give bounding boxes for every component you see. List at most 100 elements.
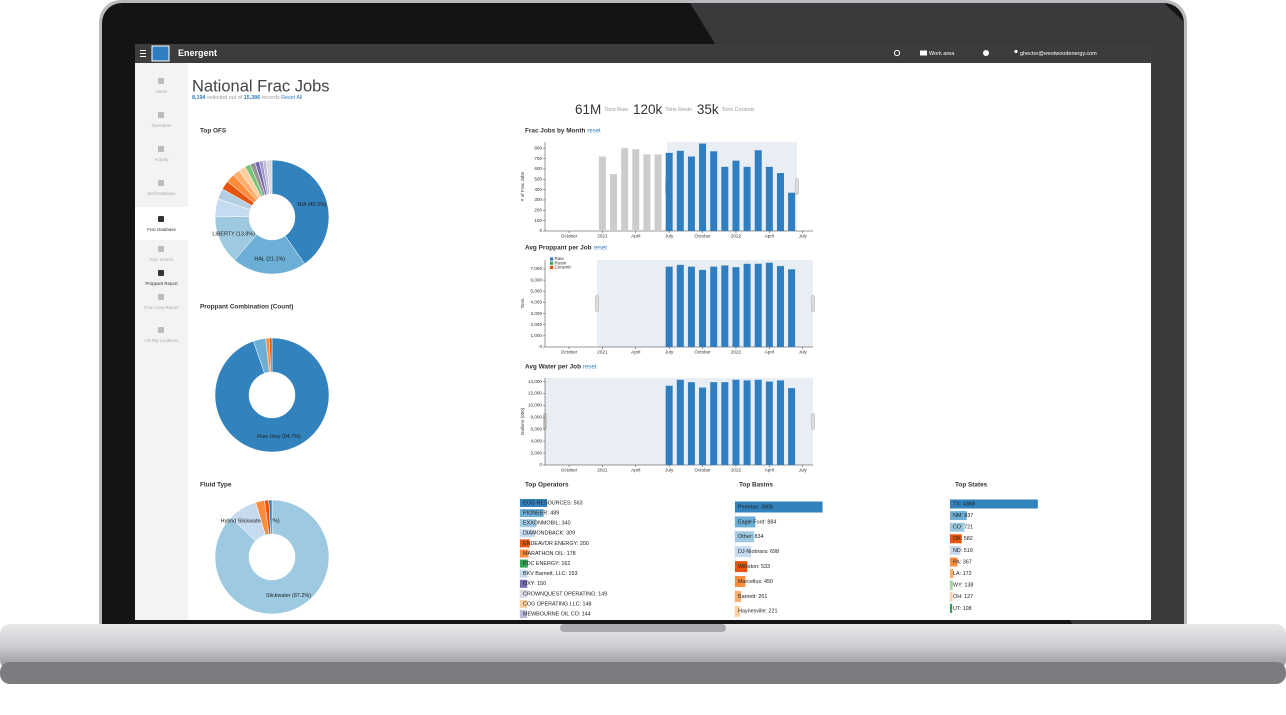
bar[interactable]: [632, 149, 640, 231]
bar[interactable]: [735, 605, 741, 617]
bar[interactable]: [743, 166, 751, 231]
brand[interactable]: Energent: [178, 48, 217, 58]
reset-all[interactable]: Reset All: [281, 95, 302, 101]
bar[interactable]: [950, 511, 967, 521]
bar[interactable]: [788, 192, 796, 231]
menu-icon[interactable]: [140, 50, 146, 57]
bar[interactable]: [676, 150, 684, 231]
nav-item[interactable]: US Rig Locations: [145, 338, 180, 343]
user-menu[interactable]: ghector@westwoodenergy.com: [1020, 51, 1097, 57]
bar[interactable]: [765, 262, 773, 347]
nav-item[interactable]: Operators: [152, 123, 172, 128]
brush-handle[interactable]: [795, 178, 799, 195]
bar[interactable]: [735, 546, 752, 558]
bar[interactable]: [687, 266, 695, 347]
bar[interactable]: [520, 499, 548, 507]
bar[interactable]: [520, 589, 528, 598]
bar[interactable]: [520, 559, 528, 568]
pie-slice[interactable]: [234, 233, 305, 275]
bar[interactable]: [520, 509, 544, 518]
bar[interactable]: [735, 576, 746, 587]
bar[interactable]: [776, 380, 784, 465]
bar[interactable]: [710, 151, 718, 231]
bar[interactable]: [735, 561, 748, 573]
bar[interactable]: [950, 522, 965, 532]
bar[interactable]: [665, 152, 673, 231]
bar[interactable]: [687, 156, 695, 231]
bar[interactable]: [950, 534, 962, 544]
bar[interactable]: [520, 579, 528, 588]
nav-item[interactable]: Frac Search: [150, 257, 174, 262]
bar[interactable]: [732, 379, 740, 465]
reset-link[interactable]: reset: [594, 246, 608, 252]
bar[interactable]: [687, 382, 695, 465]
bar[interactable]: [735, 516, 756, 528]
bar[interactable]: [676, 379, 684, 465]
bar[interactable]: [735, 501, 823, 513]
bar[interactable]: [732, 267, 740, 347]
bar[interactable]: [950, 603, 953, 613]
work-area[interactable]: Work area: [929, 51, 955, 57]
help-icon[interactable]: [983, 50, 989, 56]
pie-slice[interactable]: [214, 499, 330, 615]
bar[interactable]: [598, 156, 606, 231]
bar[interactable]: [950, 545, 961, 555]
bar[interactable]: [743, 380, 751, 465]
bar[interactable]: [710, 266, 718, 347]
bar[interactable]: [676, 265, 684, 347]
nav-item[interactable]: Frac Crew Report: [144, 305, 179, 310]
reset-link[interactable]: reset: [587, 129, 601, 135]
bar[interactable]: [520, 549, 529, 558]
bar[interactable]: [754, 263, 762, 347]
bar[interactable]: [950, 580, 953, 590]
brush-handle[interactable]: [595, 295, 599, 312]
nav-item[interactable]: Home: [156, 89, 168, 94]
bar[interactable]: [699, 387, 707, 465]
bar[interactable]: [520, 610, 527, 619]
bar[interactable]: [754, 150, 762, 231]
reset-link[interactable]: reset: [583, 365, 597, 371]
bar[interactable]: [610, 174, 618, 231]
logo[interactable]: [151, 45, 170, 62]
brush-handle[interactable]: [811, 413, 815, 430]
bar[interactable]: [743, 263, 751, 347]
bar[interactable]: [654, 154, 662, 231]
bar[interactable]: [520, 519, 537, 528]
bar[interactable]: [788, 269, 796, 347]
bar[interactable]: [710, 382, 718, 465]
bar[interactable]: [721, 265, 729, 347]
pie-slice[interactable]: [271, 159, 330, 265]
bar[interactable]: [520, 529, 535, 538]
pie-slice[interactable]: [268, 499, 273, 535]
bar[interactable]: [765, 381, 773, 465]
bar[interactable]: [765, 166, 773, 231]
bar[interactable]: [665, 266, 673, 347]
pie-slice[interactable]: [266, 159, 273, 195]
bar[interactable]: [776, 266, 784, 347]
bar[interactable]: [732, 160, 740, 231]
bar[interactable]: [520, 539, 530, 548]
bar[interactable]: [721, 382, 729, 465]
bar[interactable]: [699, 270, 707, 347]
bar[interactable]: [643, 154, 651, 231]
bar[interactable]: [520, 600, 528, 608]
bar[interactable]: [788, 388, 796, 465]
bar[interactable]: [754, 379, 762, 465]
bar[interactable]: [950, 557, 958, 567]
bar[interactable]: [735, 531, 755, 543]
bar[interactable]: [950, 499, 1038, 509]
bar[interactable]: [735, 590, 742, 602]
pie-slice[interactable]: [268, 337, 273, 373]
search-icon[interactable]: [893, 49, 901, 57]
pie-slice[interactable]: [214, 337, 330, 453]
bar[interactable]: [776, 173, 784, 231]
brush-handle[interactable]: [811, 295, 815, 312]
nav-item[interactable]: Activity: [155, 157, 170, 162]
bar[interactable]: [950, 592, 953, 602]
bar[interactable]: [520, 569, 528, 578]
bar[interactable]: [621, 148, 629, 231]
bar[interactable]: [950, 569, 954, 579]
nav-item[interactable]: Frac Database: [147, 227, 176, 232]
nav-item[interactable]: Proppant Report: [145, 281, 178, 286]
nav-item[interactable]: Well Database: [147, 191, 176, 196]
